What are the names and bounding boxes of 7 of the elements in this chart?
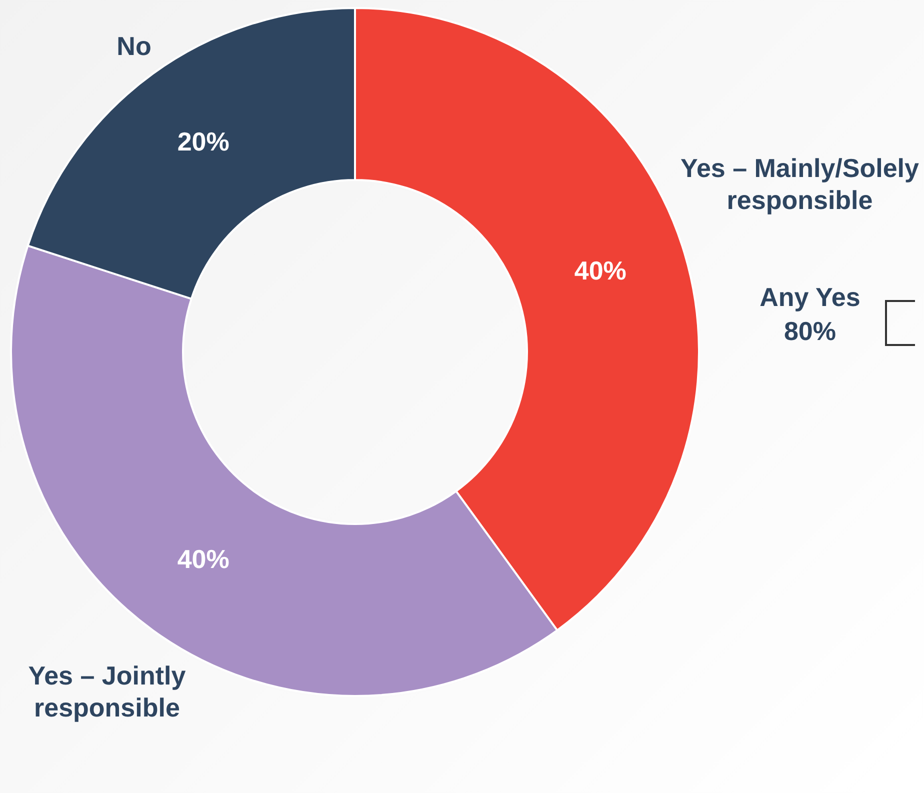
data-label: 40% (574, 255, 626, 286)
data-label: 20% (177, 126, 230, 156)
slice-label: No (116, 30, 152, 61)
slice-label: Yes – Mainly/Solely responsible (680, 152, 920, 215)
slice-label: Yes – Jointly responsible (28, 660, 186, 723)
text: Any Yes 80% (758, 281, 862, 348)
data-label: 40% (177, 544, 230, 574)
